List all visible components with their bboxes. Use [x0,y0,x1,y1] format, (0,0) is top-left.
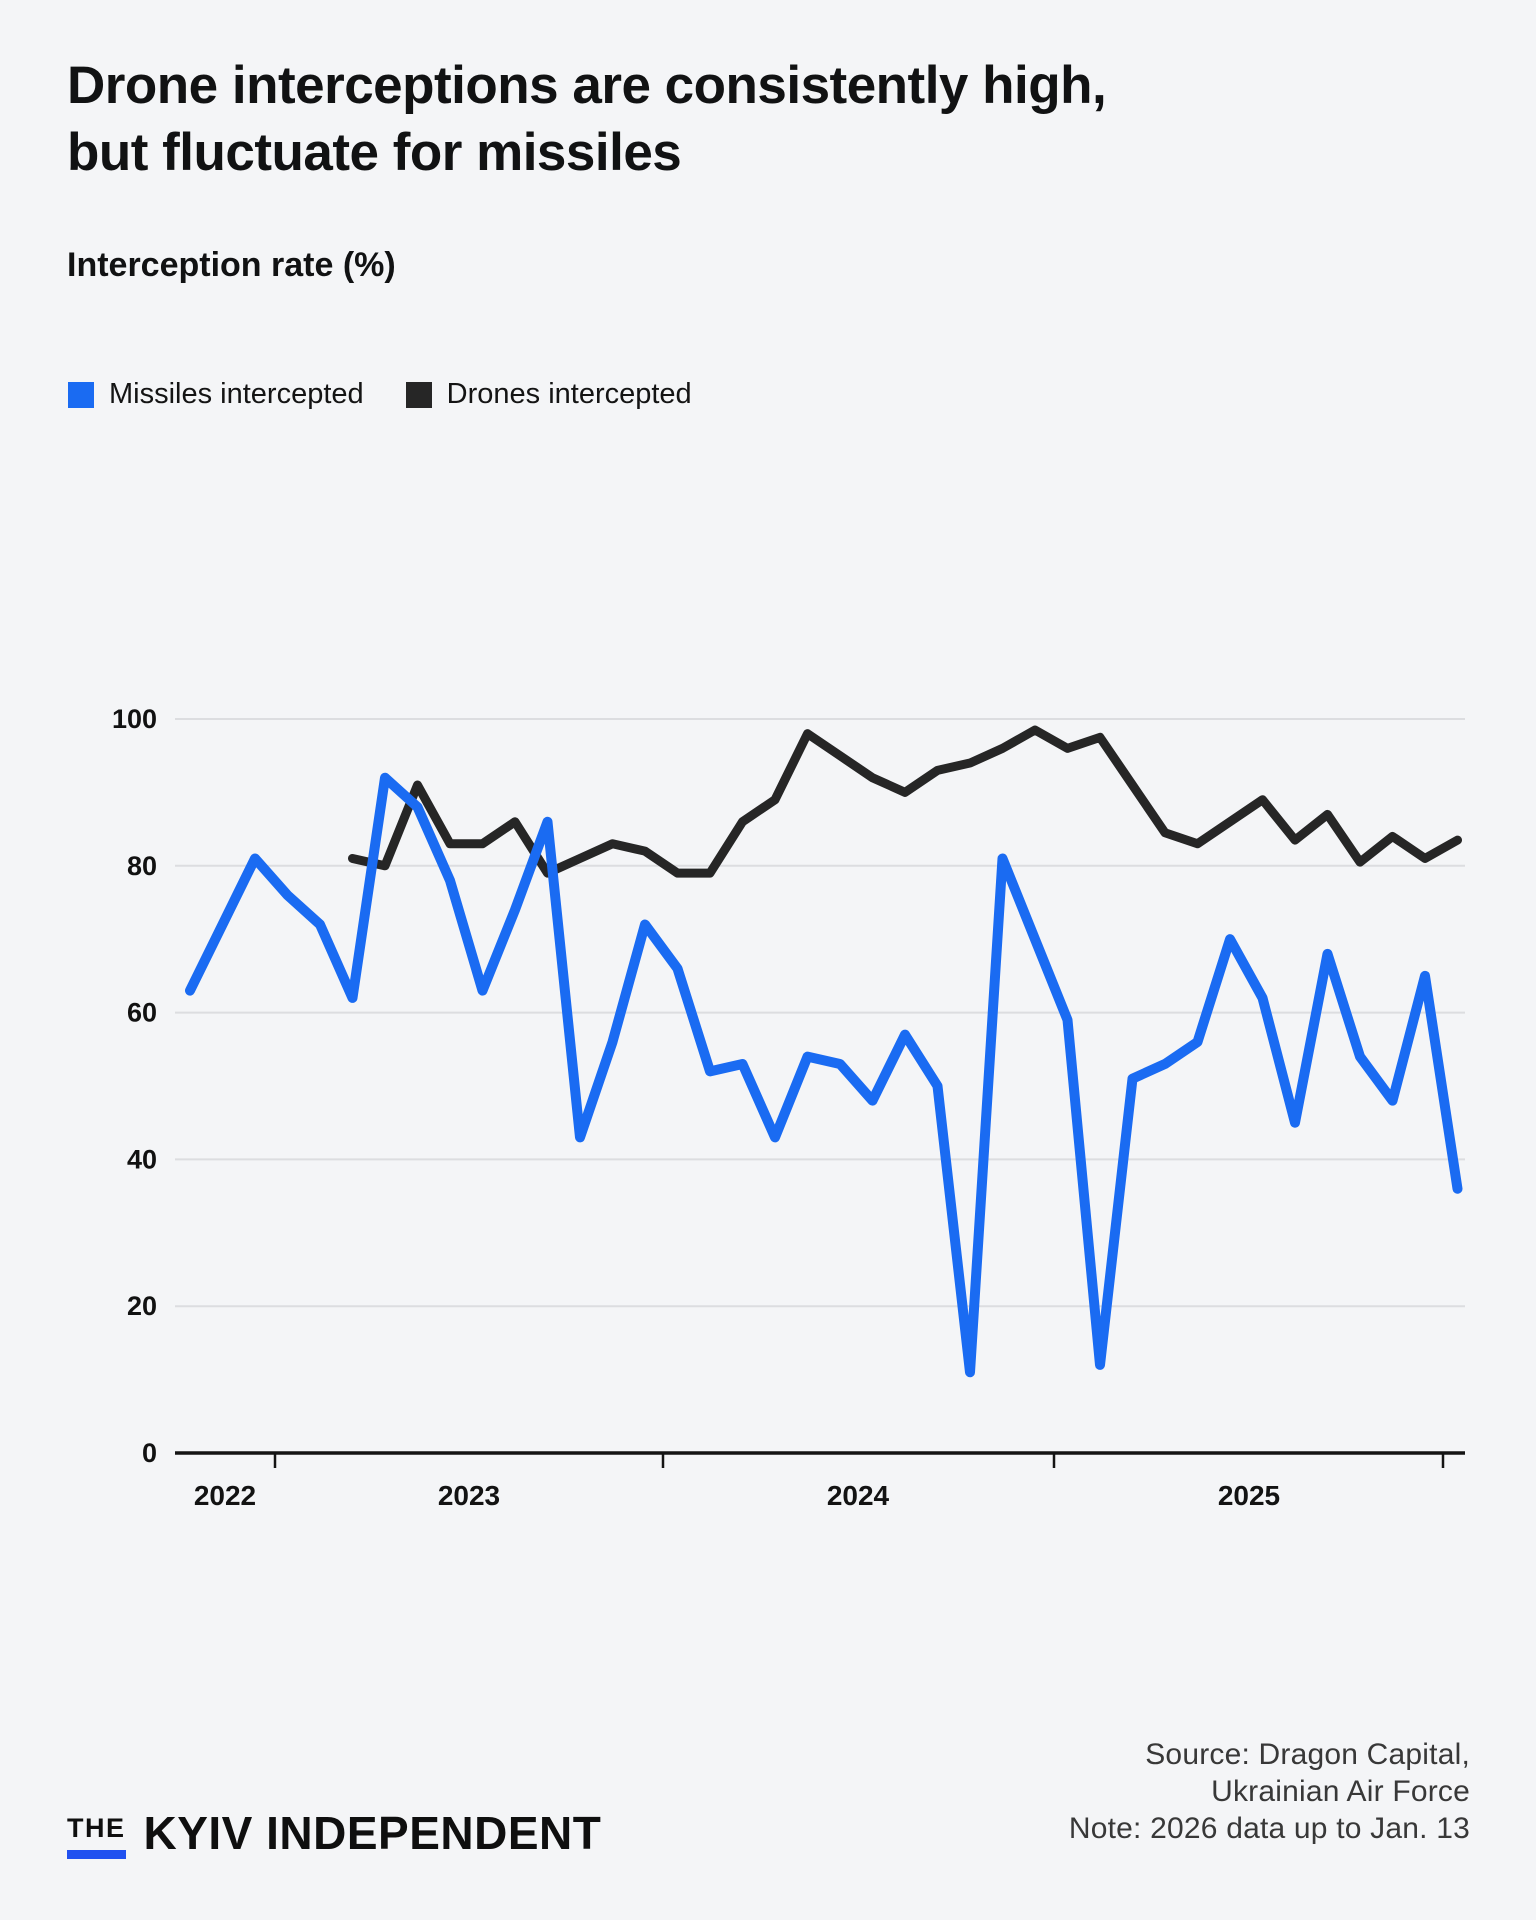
missiles-legend-swatch [68,381,94,408]
drones-legend-label: Drones intercepted [446,378,692,410]
title-line-1: Drone interceptions are consistently hig… [67,56,1107,115]
source-line-2: Ukrainian Air Force [1211,1775,1470,1809]
y-tick-label: 60 [127,998,157,1028]
legend-item-missiles: Missiles intercepted [68,378,364,411]
legend-item-drones: Drones intercepted [405,378,692,411]
title-line-2: but fluctuate for missiles [67,123,682,183]
logo-the-text: THE [67,1813,126,1843]
missiles-line [185,772,1463,1378]
year-label: 2025 [1218,1480,1280,1511]
y-tick-label: 20 [127,1291,157,1321]
page-title: Drone interceptions are consistently hig… [67,52,1287,187]
drones-line [348,725,1462,878]
y-tick-label: 0 [142,1438,157,1468]
y-tick-label: 80 [127,851,157,881]
drones-legend-swatch [405,381,432,408]
kyiv-independent-logo: THE KYIV INDEPENDENT [67,1806,601,1860]
logo-name-text: KYIV INDEPENDENT [143,1807,602,1859]
data-note: Note: 2026 data up to Jan. 13 [1068,1812,1470,1846]
y-tick-label: 40 [127,1144,157,1174]
source-line-1: Source: Dragon Capital, [1145,1738,1470,1771]
year-label: 2024 [827,1480,890,1511]
y-tick-label: 100 [112,704,157,734]
logo-the-block: THE [67,1813,126,1859]
missiles-legend-label: Missiles intercepted [109,378,364,410]
source-note: Source: Dragon Capital, Ukrainian Air Fo… [1069,1736,1470,1848]
chart-legend: Missiles intercepted Drones intercepted [68,378,692,411]
logo-underline-bar [67,1850,126,1859]
year-label: 2022 [194,1480,256,1511]
year-label: 2023 [438,1480,500,1511]
chart-subtitle: Interception rate (%) [67,246,396,284]
